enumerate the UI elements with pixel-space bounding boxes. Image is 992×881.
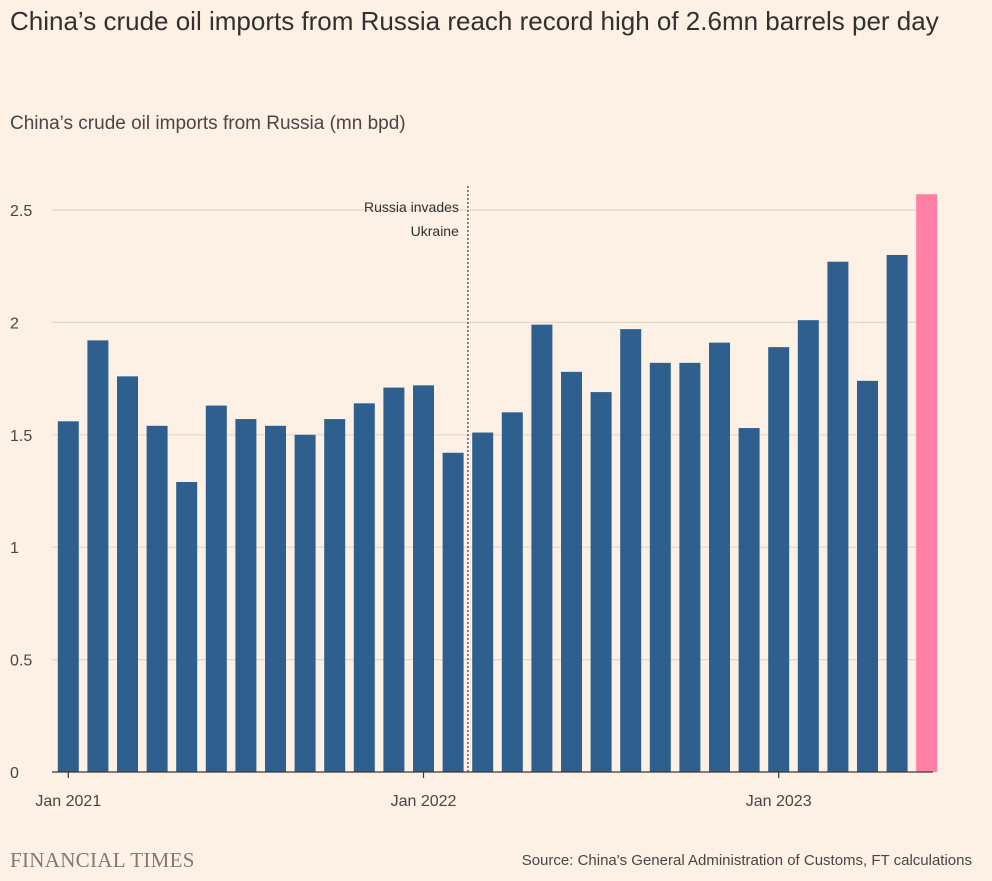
ft-logo: FINANCIAL TIMES (10, 848, 195, 872)
chart-title: China’s crude oil imports from Russia re… (10, 6, 939, 36)
y-tick-label: 1 (10, 540, 19, 557)
bar (857, 380, 878, 772)
bar (561, 371, 582, 772)
y-tick-label: 0 (10, 765, 19, 782)
bar (886, 254, 908, 772)
chart-subtitle: China’s crude oil imports from Russia (m… (10, 113, 406, 134)
bar (472, 432, 494, 772)
bar (57, 421, 79, 772)
bar (294, 434, 316, 772)
bar (235, 419, 257, 772)
bar (738, 428, 760, 772)
bar (413, 385, 434, 772)
bar (265, 425, 286, 772)
source-note: Source: China's General Administration o… (521, 852, 972, 869)
x-tick-label: Jan 2021 (35, 793, 101, 810)
bar (205, 405, 227, 772)
x-tick-label: Jan 2022 (391, 793, 457, 810)
bar (117, 376, 138, 772)
bar (176, 482, 198, 772)
bar (353, 403, 375, 772)
bar-highlight (916, 194, 938, 772)
bar (620, 329, 642, 772)
bar (146, 425, 168, 772)
bar (531, 324, 553, 772)
annotation-label: Russia invades (364, 199, 459, 215)
x-tick-label: Jan 2023 (746, 793, 812, 810)
bar (501, 412, 523, 772)
y-tick-label: 0.5 (10, 653, 32, 670)
y-tick-label: 1.5 (10, 428, 32, 445)
bar (442, 452, 464, 772)
bar (709, 342, 730, 772)
bar (383, 387, 405, 772)
y-tick-label: 2 (10, 315, 19, 332)
bar (797, 320, 819, 772)
bar (768, 347, 790, 772)
bar (590, 392, 612, 772)
bar (87, 340, 109, 772)
bar (827, 261, 849, 772)
bar (649, 362, 671, 772)
bar (679, 362, 701, 772)
annotation-label: Ukraine (411, 223, 459, 239)
bar (324, 419, 346, 772)
y-tick-label: 2.5 (10, 203, 32, 220)
